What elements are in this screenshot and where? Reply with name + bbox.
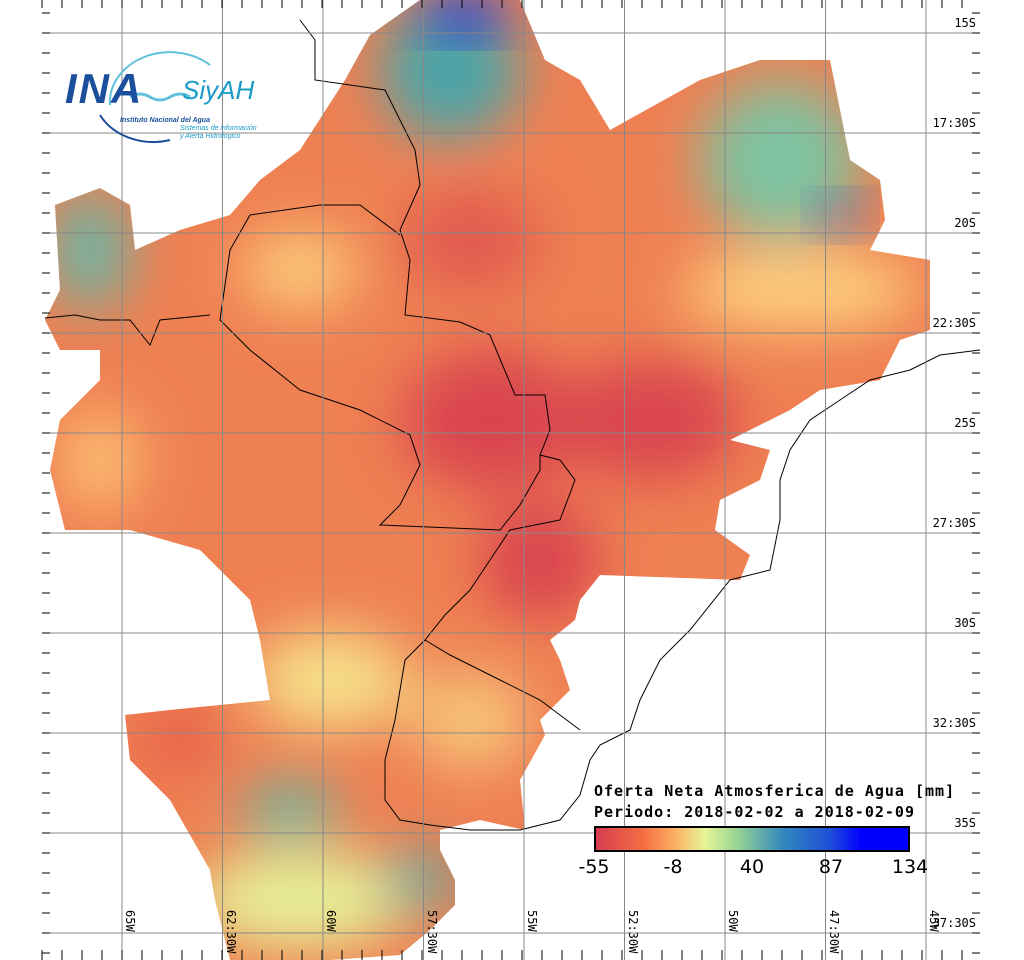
axis-ticks bbox=[41, 0, 980, 960]
logo-institute-text: Instituto Nacional del Agua bbox=[120, 117, 210, 124]
lat-label: 22:30S bbox=[932, 316, 976, 330]
colorbar-tick-label: 40 bbox=[739, 856, 765, 878]
lon-label: 62:30W bbox=[223, 910, 238, 954]
legend-period: Periodo: 2018-02-02 a 2018-02-09 bbox=[594, 803, 915, 821]
logo-system-line1: Sistemas de información bbox=[180, 125, 257, 132]
lat-label: 25S bbox=[954, 416, 976, 430]
lon-label: 45W bbox=[927, 910, 941, 932]
lat-label: 30S bbox=[954, 616, 976, 630]
lat-label: 32:30S bbox=[932, 716, 976, 730]
colorbar-tick-label: 134 bbox=[891, 856, 929, 878]
grid-lines bbox=[42, 0, 980, 960]
logo-arc-icon bbox=[99, 51, 211, 143]
colorbar bbox=[594, 826, 910, 852]
logo-system-line2: y Alerta Hidrológico bbox=[180, 133, 241, 140]
lat-label: 37:30S bbox=[932, 916, 976, 930]
lon-label: 55W bbox=[525, 910, 539, 932]
lat-label: 20S bbox=[954, 216, 976, 230]
legend-title: Oferta Neta Atmosferica de Agua [mm] bbox=[594, 782, 956, 800]
lon-label: 47:30W bbox=[826, 910, 841, 954]
country-borders bbox=[44, 19, 981, 831]
lat-label: 35S bbox=[954, 816, 976, 830]
logo-ina-text: INA bbox=[65, 65, 144, 112]
lon-label: 57:30W bbox=[424, 910, 439, 954]
logo-siyah-text: SiyAH bbox=[182, 75, 255, 105]
lat-label: 17:30S bbox=[932, 116, 976, 130]
lat-label: 15S bbox=[954, 16, 976, 30]
colorbar-tick-label: -55 bbox=[578, 856, 610, 878]
colorbar-tick-label: 87 bbox=[818, 856, 844, 878]
lon-label: 65W bbox=[123, 910, 137, 932]
ina-siyah-logo: INA SiyAH Instituto Nacional del Agua Si… bbox=[60, 45, 270, 145]
lon-label: 60W bbox=[324, 910, 338, 932]
lon-label: 50W bbox=[726, 910, 740, 932]
lat-label: 27:30S bbox=[932, 516, 976, 530]
logo-system-text: Sistemas de información y Alerta Hidroló… bbox=[180, 125, 270, 141]
lon-label: 52:30W bbox=[625, 910, 640, 954]
colorbar-tick-label: -8 bbox=[663, 856, 683, 878]
